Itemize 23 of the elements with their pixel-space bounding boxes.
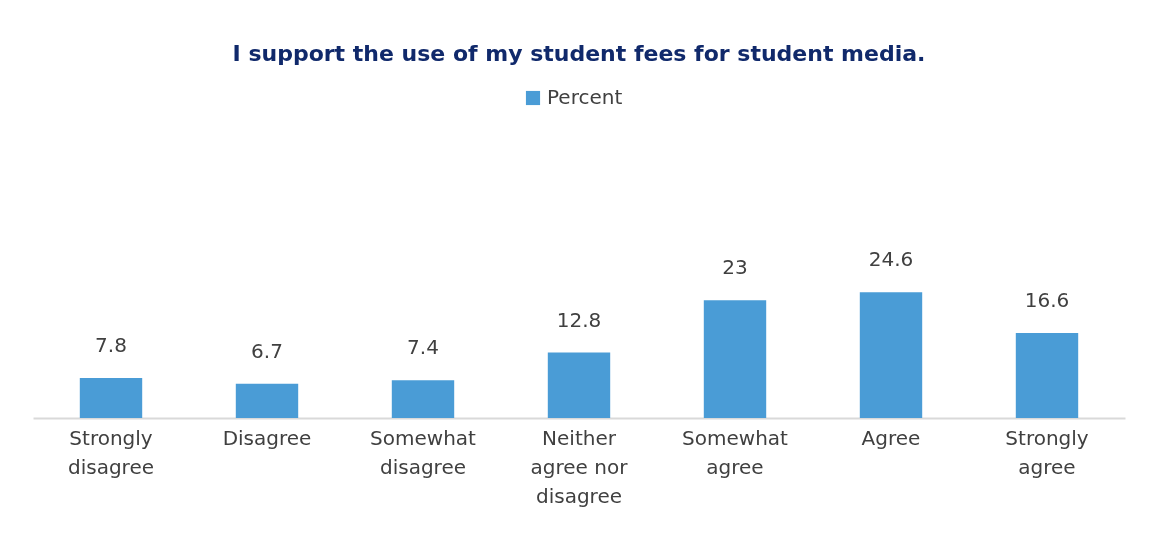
data-label: 7.8 bbox=[95, 333, 127, 358]
bar bbox=[547, 352, 611, 418]
bar bbox=[1015, 333, 1079, 418]
x-tick-label: Strongly agree bbox=[1005, 425, 1089, 479]
chart-title: I support the use of my student fees for student media. bbox=[232, 41, 926, 66]
data-label: 12.8 bbox=[556, 307, 602, 332]
x-tick-label: Agree bbox=[861, 425, 921, 450]
data-label: 6.7 bbox=[251, 338, 283, 363]
bar bbox=[703, 300, 767, 418]
data-label: 24.6 bbox=[868, 247, 914, 272]
x-tick-label: Somewhat disagree bbox=[370, 425, 477, 479]
x-tick-label: Strongly disagree bbox=[67, 425, 155, 479]
bar bbox=[79, 378, 143, 418]
legend-label: Percent bbox=[547, 85, 623, 109]
bar bbox=[235, 383, 299, 418]
bar bbox=[859, 292, 923, 418]
data-label: 23 bbox=[722, 255, 748, 280]
x-tick-label: Disagree bbox=[222, 425, 312, 450]
x-tick-label: Somewhat agree bbox=[682, 425, 789, 479]
data-label: 7.4 bbox=[407, 335, 439, 360]
bar bbox=[391, 380, 455, 418]
x-tick-label: Neither agree nor disagree bbox=[530, 425, 629, 508]
data-label: 16.6 bbox=[1024, 288, 1070, 313]
